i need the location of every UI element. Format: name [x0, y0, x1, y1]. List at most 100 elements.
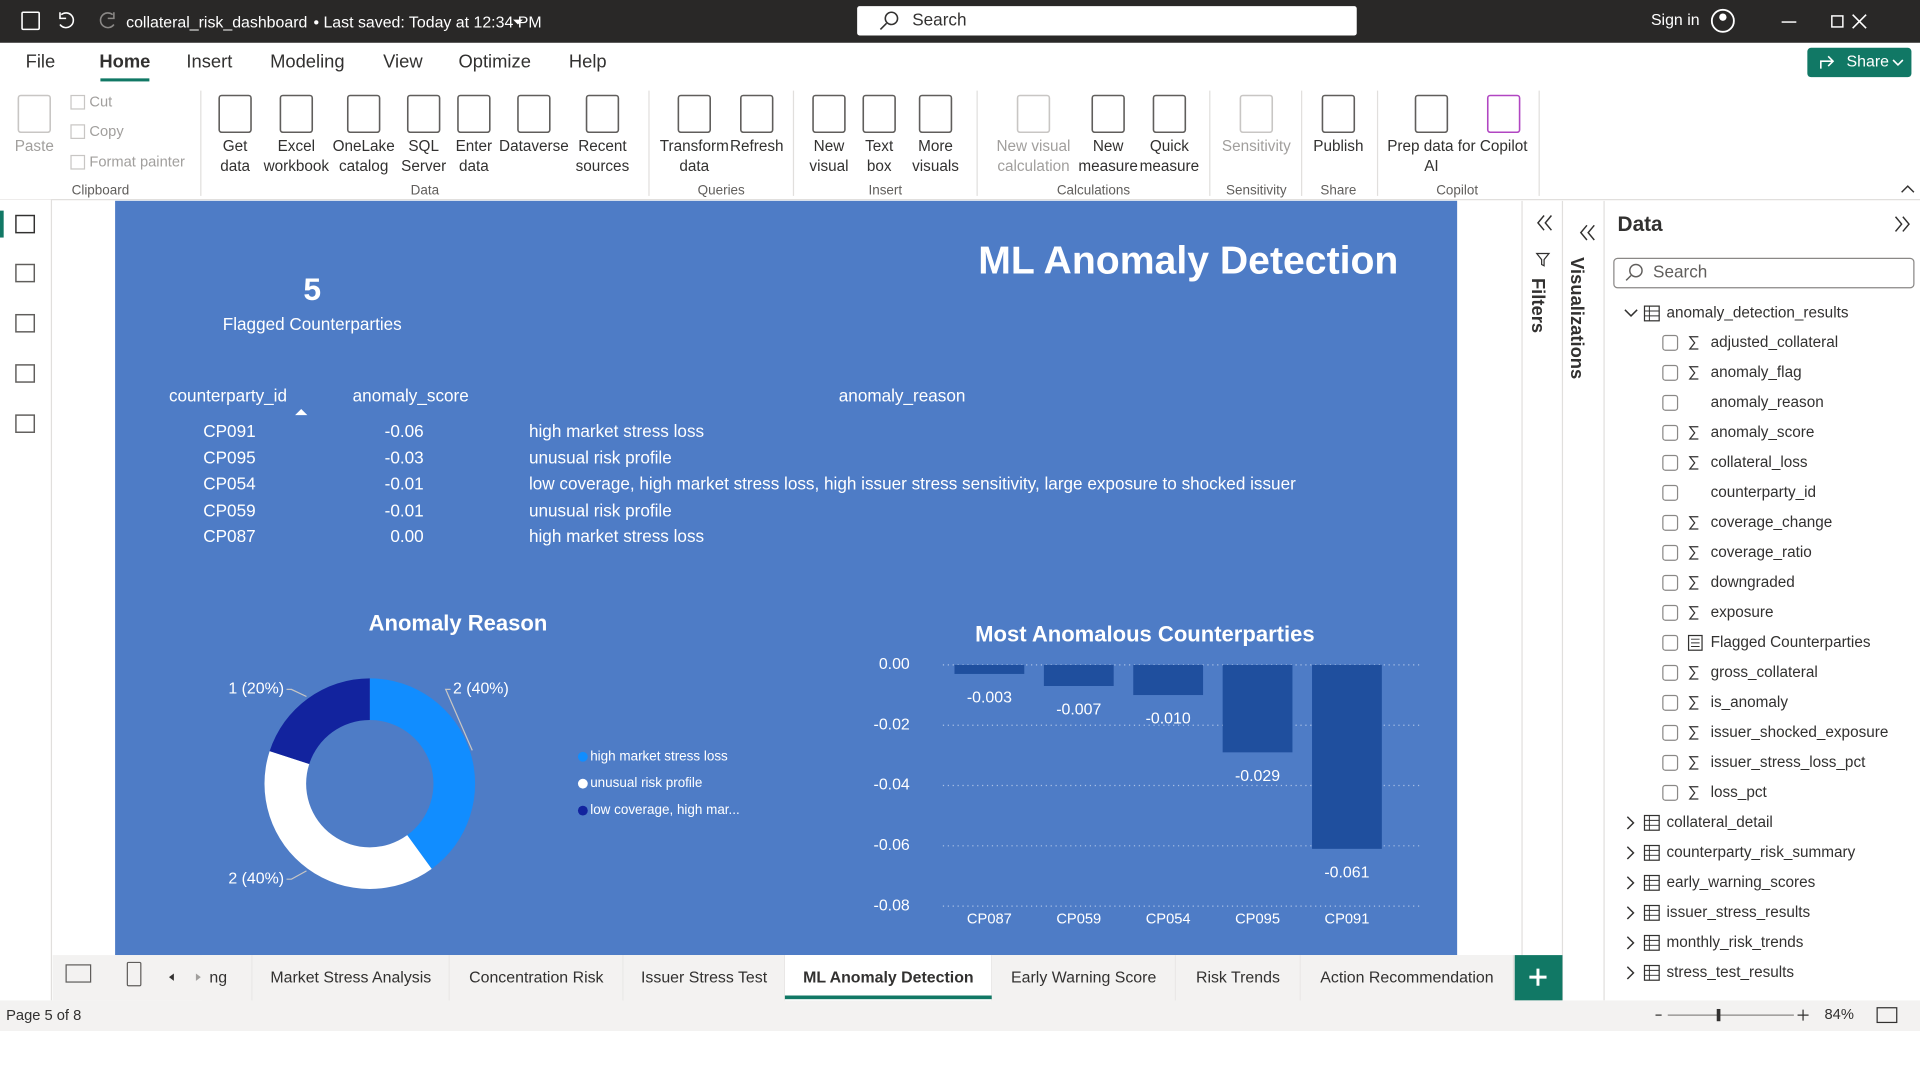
table-name[interactable]: issuer_stress_results	[1667, 904, 1811, 921]
ribbon-button-label[interactable]: Prep data for	[1387, 138, 1475, 155]
ribbon-button-label[interactable]: More	[918, 138, 953, 155]
page-tab[interactable]	[1300, 955, 1514, 1001]
field-checkbox[interactable]	[1662, 574, 1679, 591]
ribbon-icon[interactable]	[740, 94, 774, 134]
ribbon-icon[interactable]	[1486, 94, 1521, 134]
tab-scroll-left[interactable]	[168, 973, 174, 981]
ribbon-button-label[interactable]: Dataverse	[499, 138, 569, 155]
ribbon-icon[interactable]	[218, 94, 252, 134]
field-checkbox[interactable]	[1662, 784, 1679, 801]
legend-label[interactable]: unusual risk profile	[590, 775, 702, 790]
page-tab[interactable]	[252, 955, 450, 1001]
ribbon-button-label[interactable]: Transform	[660, 138, 729, 155]
tab-scroll-right[interactable]	[195, 973, 201, 981]
table-header[interactable]: anomaly_score	[353, 385, 469, 405]
tree-chevron[interactable]	[1624, 309, 1638, 317]
ribbon-icon[interactable]	[585, 94, 620, 134]
menu-tab[interactable]: Insert	[186, 50, 232, 71]
table-name[interactable]: counterparty_risk_summary	[1667, 844, 1856, 861]
field-name[interactable]: exposure	[1711, 604, 1774, 621]
ribbon-button-label[interactable]: catalog	[339, 158, 388, 175]
undo-icon[interactable]	[59, 12, 75, 29]
collapse-ribbon[interactable]	[1901, 185, 1915, 193]
fit-page[interactable]	[1876, 1007, 1898, 1024]
page-tab[interactable]	[623, 955, 785, 1001]
share-button[interactable]	[1807, 47, 1912, 78]
page-tab-label[interactable]: Action Recommendation	[1320, 970, 1493, 987]
tree-chevron[interactable]	[1626, 876, 1635, 890]
zoom-level[interactable]: 84%	[1824, 1007, 1853, 1023]
field-name[interactable]: gross_collateral	[1711, 664, 1818, 681]
page-tab-label[interactable]: ng	[209, 970, 227, 987]
ribbon-icon[interactable]	[1152, 94, 1187, 134]
donut-slice[interactable]	[264, 751, 432, 889]
field-checkbox[interactable]	[1662, 424, 1679, 441]
donut-slice[interactable]	[269, 678, 370, 764]
field-name[interactable]: collateral_loss	[1711, 454, 1808, 471]
filters-pane-label[interactable]: Filters	[1528, 278, 1549, 333]
page-tab-label[interactable]: Risk Trends	[1196, 970, 1280, 987]
field-name[interactable]: anomaly_score	[1711, 424, 1815, 441]
ribbon-icon[interactable]	[918, 94, 953, 134]
field-checkbox[interactable]	[1662, 604, 1679, 621]
field-name[interactable]: issuer_stress_loss_pct	[1711, 754, 1866, 771]
tree-chevron[interactable]	[1626, 936, 1635, 950]
ribbon-button-label[interactable]: Copilot	[1480, 138, 1528, 155]
menu-tab[interactable]: Home	[99, 50, 150, 71]
ribbon-button-label[interactable]: data	[459, 158, 489, 175]
ribbon-button-label[interactable]: workbook	[263, 158, 330, 175]
ribbon-icon[interactable]	[457, 94, 491, 134]
save-icon[interactable]	[21, 11, 40, 31]
bar[interactable]	[1133, 664, 1204, 696]
page-tab-label[interactable]: Market Stress Analysis	[270, 970, 431, 987]
legend-label[interactable]: high market stress loss	[590, 748, 728, 763]
field-checkbox[interactable]	[1662, 514, 1679, 531]
table-name[interactable]: early_warning_scores	[1667, 874, 1816, 891]
ribbon-button-label[interactable]: data	[220, 158, 250, 175]
ribbon-button-label[interactable]: measure	[1078, 158, 1138, 175]
page-tab-label[interactable]: Early Warning Score	[1011, 970, 1156, 987]
page-tab[interactable]	[1175, 955, 1301, 1001]
zoom-in[interactable]	[1797, 1009, 1809, 1021]
ribbon-button-label[interactable]: visual	[809, 158, 848, 175]
data-search-placeholder[interactable]: Search	[1653, 262, 1707, 282]
page-tab-label[interactable]: ML Anomaly Detection	[803, 970, 974, 987]
menu-tab[interactable]: File	[26, 50, 56, 71]
ribbon-button-label[interactable]: Recent	[578, 138, 627, 155]
field-name[interactable]: counterparty_id	[1711, 484, 1816, 501]
tree-chevron[interactable]	[1626, 966, 1635, 980]
share-label[interactable]: Share	[1847, 54, 1890, 71]
field-name[interactable]: downgraded	[1711, 574, 1795, 591]
ribbon-button-label[interactable]: Refresh	[730, 138, 784, 155]
ribbon-button-label[interactable]: Quick	[1150, 138, 1189, 155]
field-name[interactable]: is_anomaly	[1711, 694, 1789, 711]
visualizations-pane-label[interactable]: Visualizations	[1567, 257, 1588, 379]
field-checkbox[interactable]	[1662, 484, 1679, 501]
data-search-box[interactable]	[1613, 257, 1915, 289]
ribbon-button-label[interactable]: Excel	[278, 138, 315, 155]
bar[interactable]	[1043, 664, 1114, 687]
bar[interactable]	[1222, 664, 1293, 753]
donut-slice[interactable]	[369, 678, 476, 869]
ribbon-icon[interactable]	[1321, 94, 1356, 134]
ribbon-icon[interactable]	[862, 94, 896, 134]
table-name[interactable]: stress_test_results	[1667, 964, 1795, 981]
ribbon-button-label[interactable]: AI	[1424, 158, 1438, 175]
field-name[interactable]: adjusted_collateral	[1711, 334, 1839, 351]
table-name[interactable]: collateral_detail	[1667, 814, 1773, 831]
field-checkbox[interactable]	[1662, 754, 1679, 771]
page-tab-label[interactable]: Concentration Risk	[469, 970, 603, 987]
page-tab-label[interactable]: Issuer Stress Test	[641, 970, 768, 987]
desktop-view-icon[interactable]	[65, 964, 92, 983]
close-button[interactable]	[1852, 14, 1867, 29]
nav-icon[interactable]	[15, 364, 36, 383]
tree-chevron[interactable]	[1626, 816, 1635, 830]
ribbon-icon[interactable]	[677, 94, 711, 134]
search-box[interactable]	[857, 6, 1357, 36]
search-placeholder[interactable]: Search	[912, 9, 966, 29]
ribbon-button-label[interactable]: Cut	[89, 95, 112, 111]
visualizations-expand[interactable]	[1579, 224, 1595, 241]
restore-button[interactable]	[1831, 15, 1844, 28]
filters-expand[interactable]	[1537, 215, 1552, 231]
ribbon-button-label[interactable]: Text	[865, 138, 894, 155]
